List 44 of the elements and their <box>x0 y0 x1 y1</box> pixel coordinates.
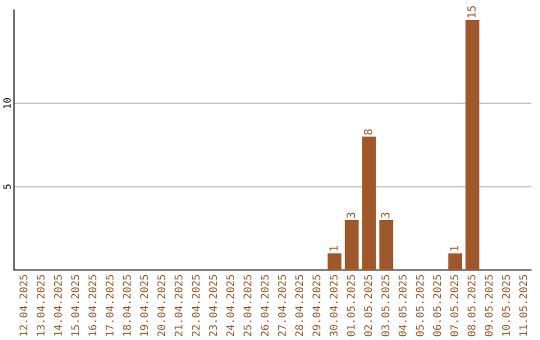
x-tick-label: 09.05.2025 <box>484 275 493 336</box>
x-tick-label: 21.04.2025 <box>174 275 182 336</box>
x-tick-label: 12.04.2025 <box>20 275 28 336</box>
data-label: 3 <box>346 212 356 218</box>
data-label: 1 <box>330 246 338 251</box>
x-tick-label: 22.04.2025 <box>192 275 200 336</box>
bar <box>328 253 342 270</box>
x-tick-label: 28.04.2025 <box>295 275 304 336</box>
x-tick-label: 07.05.2025 <box>450 275 458 336</box>
x-tick-label: 19.04.2025 <box>140 275 148 336</box>
bar <box>362 136 376 270</box>
x-tick-label: 25.04.2025 <box>244 275 252 336</box>
x-tick-label: 29.04.2025 <box>312 275 320 336</box>
bar <box>448 253 462 270</box>
x-tick-label: 11.05.2025 <box>519 275 528 336</box>
x-tick-label: 13.04.2025 <box>36 275 45 336</box>
x-tick-label: 26.04.2025 <box>260 275 269 336</box>
x-tick-label: 30.04.2025 <box>330 275 338 336</box>
x-tick-label: 06.05.2025 <box>433 275 441 336</box>
data-label: 8 <box>364 129 372 135</box>
data-label: 3 <box>381 212 390 218</box>
x-tick-label: 27.04.2025 <box>278 275 286 336</box>
x-tick-label: 14.04.2025 <box>54 275 62 336</box>
data-label: 1 <box>450 246 458 251</box>
x-tick-label: 10.05.2025 <box>502 275 510 336</box>
x-tick-label: 08.05.2025 <box>468 275 476 336</box>
x-tick-label: 24.04.2025 <box>226 275 234 336</box>
x-tick-label: 15.04.2025 <box>71 275 80 336</box>
bar <box>344 220 359 270</box>
x-tick-label: 02.05.2025 <box>364 275 372 336</box>
y-tick-label: 5 <box>4 184 11 189</box>
x-tick-label: 05.05.2025 <box>416 275 424 336</box>
bar <box>379 220 394 270</box>
x-tick-label: 16.04.2025 <box>88 275 96 336</box>
x-tick-label: 20.04.2025 <box>157 275 166 336</box>
bar <box>466 20 480 270</box>
x-tick-label: 01.05.2025 <box>346 275 355 336</box>
y-tick-label: 10 <box>3 98 11 108</box>
data-label: 15 <box>467 6 476 18</box>
x-tick-label: 23.04.2025 <box>209 275 217 336</box>
x-tick-label: 17.04.2025 <box>106 275 114 336</box>
x-tick-label: 04.05.2025 <box>398 275 407 336</box>
x-tick-label: 18.04.2025 <box>122 275 131 336</box>
x-tick-label: 03.05.2025 <box>381 275 390 336</box>
